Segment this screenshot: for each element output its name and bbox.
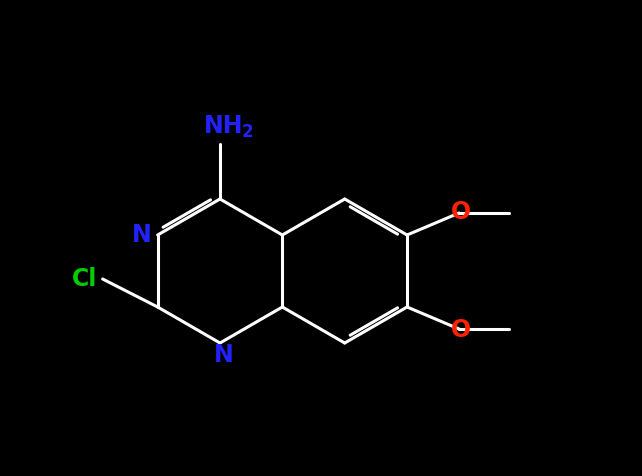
Text: O: O xyxy=(451,200,471,224)
Text: O: O xyxy=(451,318,471,342)
Text: Cl: Cl xyxy=(73,267,98,291)
Text: 2: 2 xyxy=(242,123,254,141)
Text: N: N xyxy=(132,223,152,247)
Text: NH: NH xyxy=(204,114,244,138)
Text: N: N xyxy=(214,343,234,367)
